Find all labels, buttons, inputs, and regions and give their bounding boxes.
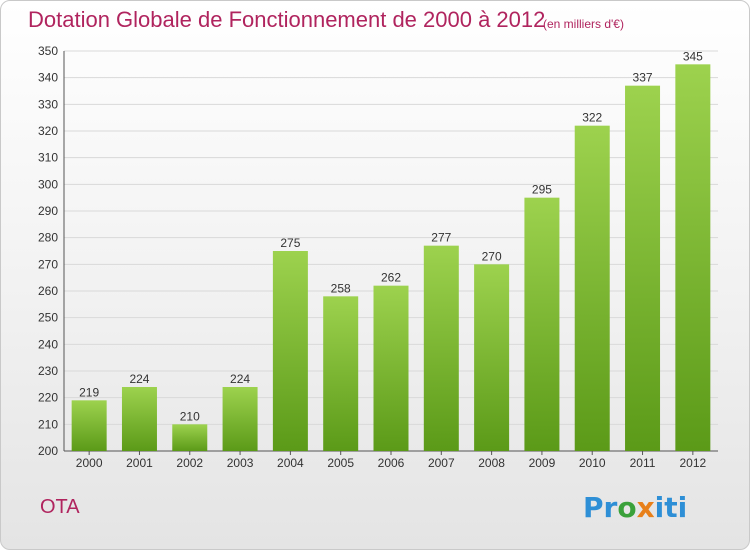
bar <box>474 264 510 451</box>
bar <box>272 251 308 451</box>
chart-subtitle: (en milliers d'€) <box>543 17 624 31</box>
y-tick-label: 290 <box>38 204 58 218</box>
y-tick-label: 240 <box>38 337 58 351</box>
bar <box>121 387 157 451</box>
y-tick-label: 210 <box>38 417 58 431</box>
y-tick-label: 300 <box>38 177 58 191</box>
logo-letter: t <box>664 491 678 524</box>
bar <box>675 64 711 452</box>
data-label: 224 <box>129 372 149 386</box>
y-tick-label: 230 <box>38 364 58 378</box>
data-label: 345 <box>683 49 703 63</box>
data-label: 270 <box>482 249 502 263</box>
proxiti-logo: Proxiti <box>583 491 687 524</box>
x-tick-label: 2003 <box>227 456 254 470</box>
data-label: 262 <box>381 271 401 285</box>
y-tick-label: 220 <box>38 391 58 405</box>
data-label: 258 <box>331 281 351 295</box>
bars <box>71 64 711 452</box>
logo-letter: x <box>636 491 655 524</box>
y-tick-label: 350 <box>38 44 58 58</box>
y-tick-label: 280 <box>38 231 58 245</box>
bar <box>625 85 661 452</box>
bar <box>222 387 258 451</box>
y-tick-label: 340 <box>38 71 58 85</box>
data-label: 219 <box>79 385 99 399</box>
x-tick-label: 2000 <box>76 456 103 470</box>
bar <box>172 424 208 451</box>
y-tick-label: 310 <box>38 151 58 165</box>
x-tick-label: 2010 <box>579 456 606 470</box>
logo-letter: i <box>654 491 665 524</box>
chart-title: Dotation Globale de Fonctionnement de 20… <box>28 7 546 32</box>
logo-letter: o <box>617 491 637 524</box>
x-tick-label: 2007 <box>428 456 455 470</box>
bar <box>423 245 459 451</box>
x-tick-label: 2002 <box>176 456 203 470</box>
data-label: 275 <box>280 236 300 250</box>
data-label: 337 <box>633 71 653 85</box>
data-label: 224 <box>230 372 250 386</box>
y-tick-label: 200 <box>38 444 58 458</box>
x-tick-label: 2004 <box>277 456 304 470</box>
x-tick-label: 2012 <box>679 456 706 470</box>
bar <box>71 400 107 451</box>
bar <box>323 296 359 451</box>
data-label: 277 <box>431 231 451 245</box>
logo-letter: P <box>583 491 604 524</box>
y-tick-label: 330 <box>38 97 58 111</box>
y-tick-label: 270 <box>38 257 58 271</box>
x-tick-label: 2008 <box>478 456 505 470</box>
logo-letter: i <box>677 491 688 524</box>
y-tick-label: 260 <box>38 284 58 298</box>
x-tick-label: 2011 <box>630 456 656 470</box>
data-label: 295 <box>532 183 552 197</box>
commune-name: OTA <box>40 496 80 518</box>
logo-letter: r <box>603 491 618 524</box>
x-tick-label: 2009 <box>529 456 556 470</box>
labels: 200 210 220 230 240 250 260 270 280 290 300 310 320 3… <box>38 44 707 470</box>
bar <box>574 125 610 452</box>
y-tick-label: 320 <box>38 124 58 138</box>
x-tick-label: 2006 <box>378 456 405 470</box>
y-tick-label: 250 <box>38 311 58 325</box>
x-tick-label: 2001 <box>126 456 153 470</box>
data-label: 322 <box>582 111 602 125</box>
data-label: 210 <box>180 409 200 423</box>
bar <box>373 285 409 451</box>
bar <box>524 197 560 451</box>
x-tick-label: 2005 <box>327 456 354 470</box>
